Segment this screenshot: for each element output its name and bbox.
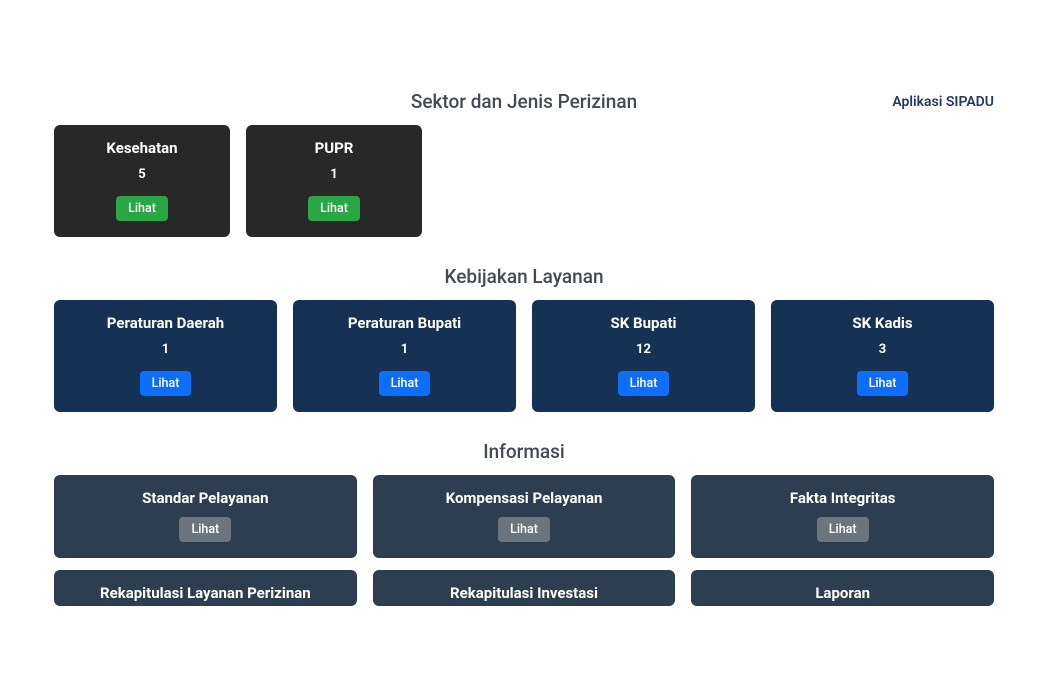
sektor-card-kesehatan: Kesehatan 5 Lihat xyxy=(54,125,230,237)
kebijakan-card-skbupati: SK Bupati 12 Lihat xyxy=(532,300,755,412)
card-title: SK Bupati xyxy=(542,314,745,332)
lihat-button[interactable]: Lihat xyxy=(140,371,192,396)
lihat-button[interactable]: Lihat xyxy=(379,371,431,396)
card-count: 12 xyxy=(542,342,745,357)
informasi-section-title: Informasi xyxy=(54,440,994,463)
lihat-button[interactable]: Lihat xyxy=(857,371,909,396)
lihat-button[interactable]: Lihat xyxy=(308,196,360,221)
lihat-button[interactable]: Lihat xyxy=(817,517,869,542)
kebijakan-card-perda: Peraturan Daerah 1 Lihat xyxy=(54,300,277,412)
card-title: Kompensasi Pelayanan xyxy=(383,489,666,507)
informasi-card-standar: Standar Pelayanan Lihat xyxy=(54,475,357,558)
lihat-button[interactable]: Lihat xyxy=(618,371,670,396)
kebijakan-card-perbup: Peraturan Bupati 1 Lihat xyxy=(293,300,516,412)
informasi-row-1: Standar Pelayanan Lihat Kompensasi Pelay… xyxy=(54,475,994,558)
card-count: 1 xyxy=(303,342,506,357)
informasi-row-2: Rekapitulasi Layanan Perizinan Rekapitul… xyxy=(54,570,994,606)
lihat-button[interactable]: Lihat xyxy=(116,196,168,221)
card-title: PUPR xyxy=(256,139,412,157)
lihat-button[interactable]: Lihat xyxy=(179,517,231,542)
card-count: 3 xyxy=(781,342,984,357)
kebijakan-card-skkadis: SK Kadis 3 Lihat xyxy=(771,300,994,412)
informasi-card-kompensasi: Kompensasi Pelayanan Lihat xyxy=(373,475,676,558)
card-title: Laporan xyxy=(701,584,984,602)
sektor-header-row: Sektor dan Jenis Perizinan Aplikasi SIPA… xyxy=(54,90,994,113)
sektor-card-pupr: PUPR 1 Lihat xyxy=(246,125,422,237)
kebijakan-cards-row: Peraturan Daerah 1 Lihat Peraturan Bupat… xyxy=(54,300,994,412)
card-title: Peraturan Daerah xyxy=(64,314,267,332)
card-title: Kesehatan xyxy=(64,139,220,157)
sektor-section-title: Sektor dan Jenis Perizinan xyxy=(54,90,994,113)
card-count: 1 xyxy=(256,167,412,182)
informasi-card-laporan: Laporan xyxy=(691,570,994,606)
sektor-cards-row: Kesehatan 5 Lihat PUPR 1 Lihat xyxy=(54,125,994,237)
informasi-card-fakta: Fakta Integritas Lihat xyxy=(691,475,994,558)
kebijakan-section-title: Kebijakan Layanan xyxy=(54,265,994,288)
app-label: Aplikasi SIPADU xyxy=(892,94,994,110)
informasi-card-rekap-perizinan: Rekapitulasi Layanan Perizinan xyxy=(54,570,357,606)
card-count: 1 xyxy=(64,342,267,357)
card-title: Rekapitulasi Investasi xyxy=(383,584,666,602)
main-container: Sektor dan Jenis Perizinan Aplikasi SIPA… xyxy=(44,90,1004,606)
card-title: SK Kadis xyxy=(781,314,984,332)
card-title: Fakta Integritas xyxy=(701,489,984,507)
card-count: 5 xyxy=(64,167,220,182)
card-title: Standar Pelayanan xyxy=(64,489,347,507)
card-title: Rekapitulasi Layanan Perizinan xyxy=(64,584,347,602)
lihat-button[interactable]: Lihat xyxy=(498,517,550,542)
informasi-card-rekap-investasi: Rekapitulasi Investasi xyxy=(373,570,676,606)
card-title: Peraturan Bupati xyxy=(303,314,506,332)
